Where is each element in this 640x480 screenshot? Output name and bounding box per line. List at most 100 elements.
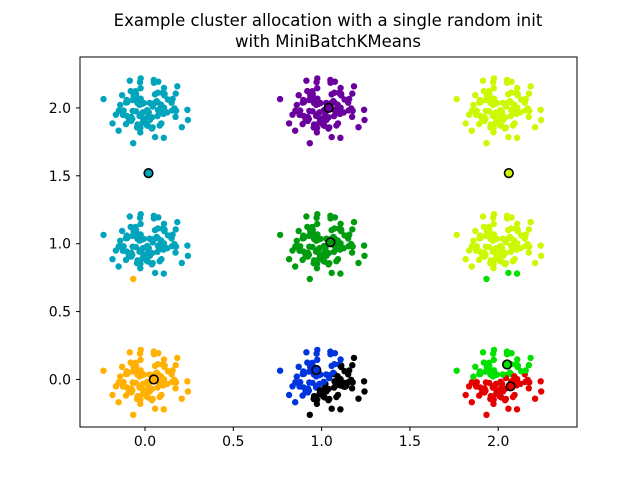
data-point [306, 275, 313, 283]
data-point [299, 392, 306, 399]
data-point [334, 237, 341, 244]
data-point [331, 225, 338, 232]
data-point [310, 260, 317, 267]
data-point [325, 397, 332, 404]
data-point [465, 247, 473, 254]
data-point [184, 378, 191, 385]
data-point [133, 124, 141, 131]
data-point [157, 373, 165, 380]
data-point [309, 108, 316, 115]
data-point [506, 369, 514, 376]
centroid-marker [502, 359, 513, 370]
data-point [479, 77, 487, 84]
data-point [160, 134, 167, 141]
data-point [118, 92, 126, 99]
data-point [276, 231, 284, 239]
data-point [337, 84, 344, 92]
data-point [506, 233, 514, 241]
data-point [508, 350, 515, 357]
data-point [531, 259, 539, 267]
data-point [337, 363, 345, 371]
data-point [346, 231, 353, 238]
data-point [299, 256, 306, 264]
data-point [172, 226, 179, 233]
data-point [127, 359, 134, 366]
x-tick-label: 2.0 [487, 434, 509, 450]
data-point [115, 127, 122, 134]
data-point [303, 213, 310, 220]
data-point [155, 350, 162, 357]
data-point [117, 373, 124, 380]
x-tick-label: 1.5 [399, 434, 421, 450]
data-point [169, 95, 176, 103]
data-point [350, 354, 358, 362]
data-point [522, 107, 529, 114]
y-tick-label: 1.0 [49, 237, 71, 253]
data-point [333, 258, 340, 265]
data-point [285, 256, 293, 263]
data-point [355, 124, 362, 131]
data-point [137, 211, 144, 218]
y-tick-label: 0.5 [49, 305, 71, 321]
data-point [468, 263, 475, 270]
data-point [492, 244, 500, 252]
data-point [468, 399, 475, 406]
data-point [514, 84, 521, 92]
data-point [531, 124, 539, 131]
data-point [151, 133, 159, 141]
data-point [505, 133, 512, 141]
data-point [348, 113, 356, 121]
data-point [126, 213, 133, 220]
data-point [122, 392, 130, 399]
data-point [361, 388, 368, 395]
data-point [153, 233, 160, 241]
data-point [304, 117, 311, 125]
data-point [453, 95, 460, 103]
data-point [522, 243, 529, 250]
data-point [355, 259, 362, 267]
data-point [172, 249, 179, 256]
data-point [525, 90, 533, 97]
data-point [160, 220, 168, 227]
data-point [178, 395, 185, 402]
data-point [332, 108, 340, 115]
data-point [154, 225, 161, 232]
data-point [508, 214, 515, 221]
data-point [309, 91, 316, 98]
data-point [462, 391, 469, 399]
data-point [118, 227, 126, 235]
data-point [337, 356, 344, 363]
data-point [316, 251, 323, 258]
data-point [508, 78, 515, 85]
data-point [304, 87, 311, 95]
data-point [109, 256, 116, 263]
data-point [509, 244, 516, 251]
data-point [156, 122, 163, 129]
data-point [134, 235, 141, 242]
data-point [486, 226, 493, 234]
data-point [296, 383, 303, 390]
data-point [112, 111, 120, 118]
data-point [511, 237, 518, 244]
data-point [172, 362, 179, 369]
data-point [360, 106, 368, 114]
data-point [513, 134, 521, 141]
data-point [299, 120, 306, 128]
data-point [309, 379, 316, 387]
data-point [310, 395, 317, 403]
data-point [332, 244, 340, 251]
data-point [172, 385, 179, 392]
data-point [486, 108, 493, 115]
data-point [124, 234, 131, 242]
data-point [157, 101, 165, 108]
data-point [139, 109, 147, 116]
data-point [169, 367, 176, 374]
data-point [325, 261, 332, 268]
data-point [161, 363, 168, 371]
data-point [300, 234, 308, 242]
data-point [527, 218, 534, 226]
data-point [334, 373, 341, 380]
data-point [300, 99, 308, 106]
data-point [507, 225, 515, 232]
